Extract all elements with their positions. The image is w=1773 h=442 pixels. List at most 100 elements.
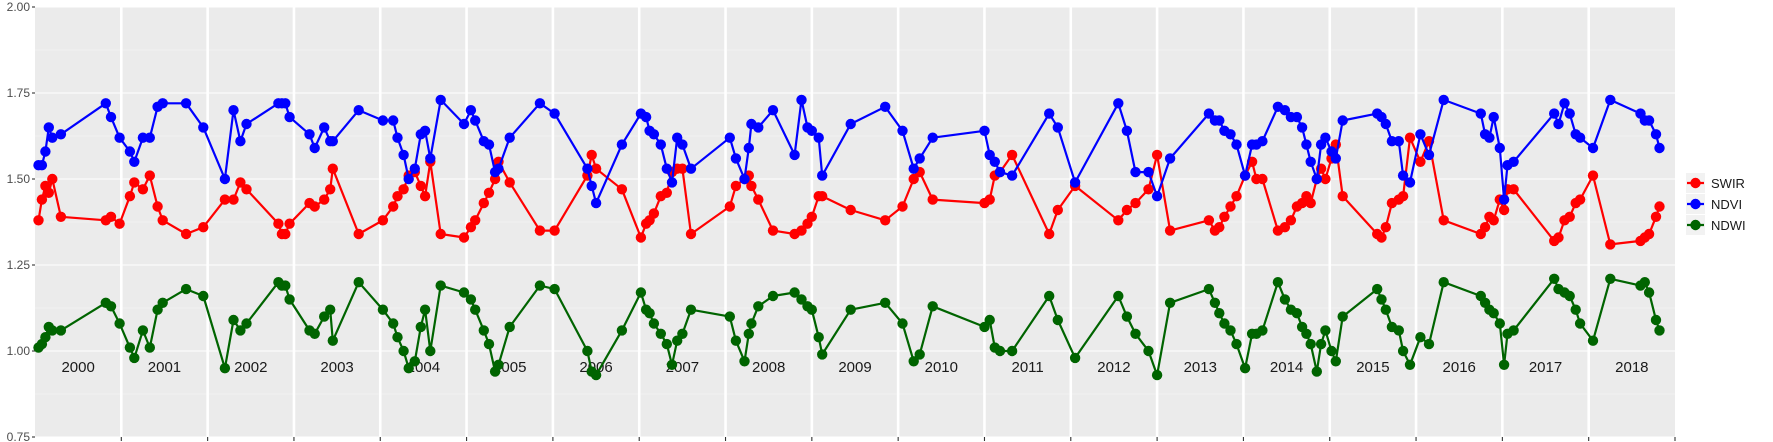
ndwi-point (1231, 338, 1242, 350)
ndwi-point (483, 338, 495, 350)
ndvi-point (100, 98, 112, 109)
ndwi-point (1113, 290, 1124, 302)
swir-point (280, 228, 291, 240)
ndvi-point (47, 132, 58, 143)
legend-key-point (1690, 198, 1701, 210)
ndvi-point (398, 149, 409, 161)
ndwi-point (409, 356, 420, 367)
ndwi-point (685, 304, 697, 315)
ndvi-point (1151, 191, 1163, 202)
ndvi-point (677, 139, 688, 150)
ndvi-point (1305, 156, 1316, 167)
ndvi-point (1225, 129, 1236, 140)
ndwi-point (1488, 308, 1499, 319)
ndvi-point (880, 101, 891, 113)
ndvi-point (1508, 156, 1519, 167)
swir-point (1006, 149, 1018, 161)
series-swir (33, 132, 1665, 250)
ndvi-point (284, 111, 295, 123)
swir-point (586, 149, 597, 161)
ndvi-point (1650, 129, 1662, 140)
ndvi-point (409, 163, 420, 174)
ndvi-point (1415, 129, 1426, 140)
ndvi-point (1643, 115, 1655, 126)
ndwi-point (1225, 325, 1236, 336)
ndwi-point (1605, 273, 1616, 284)
ndvi-point (219, 173, 231, 185)
ndwi-point (137, 325, 149, 336)
ndwi-point (1372, 283, 1383, 295)
ndvi-point (616, 139, 628, 150)
ndvi-point (1113, 98, 1124, 109)
ndwi-point (1574, 318, 1586, 329)
year-label: 2008 (752, 359, 785, 376)
ndwi-point (739, 356, 750, 367)
ndwi-point (1130, 328, 1141, 339)
ndvi-point (1069, 177, 1081, 188)
legend-label: NDWI (1711, 218, 1746, 233)
swir-point (1044, 228, 1055, 240)
swir-point (845, 204, 856, 216)
ndwi-point (1564, 290, 1575, 302)
swir-point (415, 180, 426, 192)
ndwi-point (309, 328, 320, 339)
ndwi-point (1570, 304, 1581, 315)
ndvi-point (1397, 170, 1409, 181)
ndvi-point (1052, 122, 1064, 133)
swir-point (144, 170, 155, 181)
ndwi-point (493, 359, 504, 370)
year-label: 2016 (1443, 359, 1476, 376)
ndwi-point (1315, 338, 1327, 350)
ndvi-point (1231, 139, 1242, 150)
ndvi-point (582, 163, 593, 174)
ndwi-point (730, 335, 742, 346)
ndwi-point (327, 335, 338, 346)
ndvi-point (309, 142, 320, 154)
ndwi-point (1239, 363, 1251, 374)
ndwi-point (504, 321, 515, 333)
swir-point (753, 194, 764, 205)
ndvi-point (40, 146, 51, 157)
ndwi-point (897, 318, 908, 329)
swir-point (319, 194, 330, 205)
year-label: 2017 (1529, 359, 1562, 376)
swir-point (1397, 191, 1409, 202)
ndvi-point (655, 139, 666, 150)
ndvi-point (666, 177, 678, 188)
year-label: 2012 (1097, 359, 1130, 376)
swir-point (180, 228, 192, 240)
ndwi-point (984, 314, 995, 326)
swir-point (114, 218, 125, 229)
swir-point (1130, 197, 1141, 209)
ndwi-point (1214, 308, 1225, 319)
ndvi-point (767, 105, 779, 116)
ndvi-point (180, 98, 192, 109)
ndvi-point (1279, 105, 1291, 116)
swir-point (1438, 215, 1449, 226)
ndwi-point (415, 321, 426, 333)
swir-point (1279, 222, 1291, 233)
ndvi-point (144, 132, 155, 143)
ndwi-point (789, 287, 800, 298)
ndvi-point (753, 122, 764, 133)
ndwi-point (280, 280, 291, 291)
ndwi-point (114, 318, 125, 329)
ndvi-point (1164, 153, 1176, 164)
ndwi-point (1069, 352, 1081, 364)
ndvi-point (1320, 132, 1331, 143)
swir-point (1113, 215, 1124, 226)
ndvi-point (228, 105, 239, 116)
ndvi-point (129, 156, 140, 167)
swir-point (235, 177, 246, 188)
ndvi-point (845, 118, 856, 130)
swir-point (435, 228, 446, 240)
ndwi-point (1044, 290, 1055, 302)
year-label: 2009 (838, 359, 871, 376)
year-label: 2002 (234, 359, 267, 376)
year-label: 2001 (148, 359, 181, 376)
ndwi-point (880, 297, 891, 308)
legend-label: SWIR (1711, 176, 1745, 191)
ndvi-point (304, 129, 315, 140)
ndwi-point (927, 301, 938, 312)
ndwi-point (661, 338, 672, 350)
